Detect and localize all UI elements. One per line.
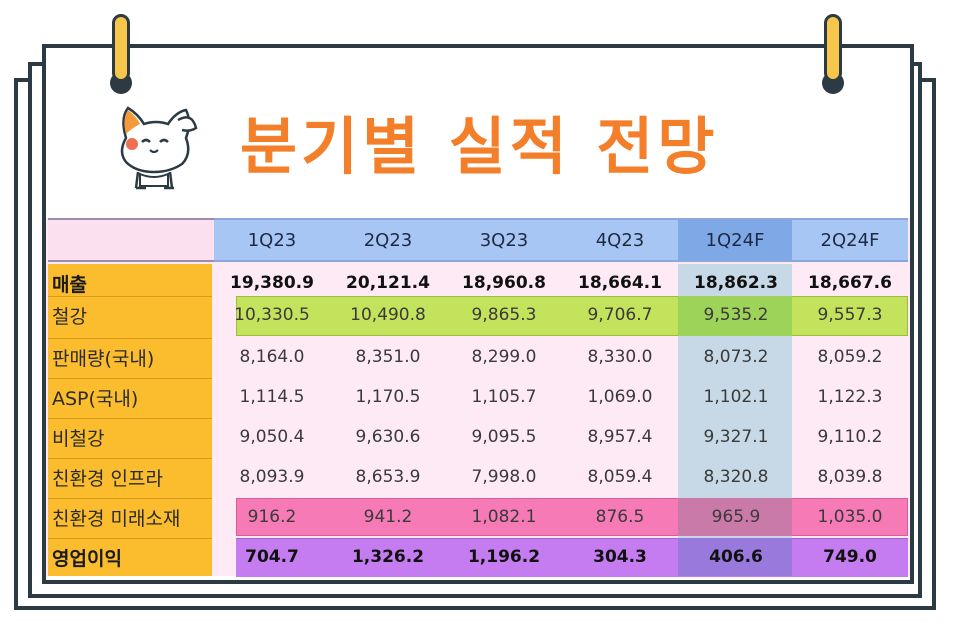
table-cell: 1,196.2: [467, 547, 541, 567]
table-cell: 1,114.5: [239, 387, 305, 407]
table-cell: 18,667.6: [808, 273, 892, 293]
table-cell: 9,630.6: [355, 427, 421, 447]
clip-right: [824, 14, 842, 82]
column-header-forecast: 2Q24F: [792, 218, 908, 262]
label-divider: [48, 418, 212, 419]
table-cell: 406.6: [709, 547, 763, 567]
column-header: 2Q23: [330, 218, 446, 262]
row-label: 친환경 미래소재: [52, 507, 181, 530]
future-materials-row-highlight-forecast: [678, 498, 792, 536]
steel-row-highlight: [236, 296, 908, 336]
table-cell: 8,351.0: [355, 347, 421, 367]
table-cell: 20,121.4: [346, 273, 430, 293]
table-row: ASP(국내) 1,114.5 1,170.5 1,105.7 1,069.0 1,102…: [46, 378, 910, 416]
row-label: ASP(국내): [52, 387, 139, 410]
table-cell: 18,960.8: [462, 273, 546, 293]
table-cell: 8,059.4: [587, 467, 653, 487]
table-cell: 10,490.8: [350, 305, 426, 325]
column-header: 3Q23: [446, 218, 562, 262]
cat-saluting-icon: [120, 106, 198, 190]
table-row: 철강 10,330.5 10,490.8 9,865.3 9,706.7 9,535.2 9…: [46, 296, 910, 334]
row-label: 철강: [52, 305, 87, 328]
table-cell: 1,105.7: [471, 387, 537, 407]
page-title: 분기별 실적 전망: [240, 110, 719, 183]
clip-left: [112, 14, 130, 82]
table-cell: 7,998.0: [471, 467, 537, 487]
table-cell: 8,330.0: [587, 347, 653, 367]
label-divider: [48, 338, 212, 339]
table-cell: 10,330.5: [234, 305, 310, 325]
table-cell: 1,069.0: [587, 387, 653, 407]
table-cell: 8,299.0: [471, 347, 537, 367]
table-cell: 8,653.9: [355, 467, 421, 487]
table-cell: 304.3: [593, 547, 647, 567]
label-divider: [48, 538, 212, 539]
steel-row-highlight-forecast: [678, 296, 792, 336]
table-row: 영업이익 704.7 1,326.2 1,196.2 304.3 406.6 749.0: [46, 538, 910, 576]
table-cell: 9,706.7: [587, 305, 653, 325]
label-divider: [48, 378, 212, 379]
table-cell: 1,082.1: [471, 507, 537, 527]
table-cell: 8,093.9: [239, 467, 305, 487]
table-cell: 9,557.3: [817, 305, 883, 325]
table-cell: 1,102.1: [703, 387, 769, 407]
table-row: 매출 19,380.9 20,121.4 18,960.8 18,664.1 18,862…: [46, 264, 910, 302]
column-header: 1Q23: [214, 218, 330, 262]
table-cell: 8,320.8: [703, 467, 769, 487]
table-header: 1Q23 2Q23 3Q23 4Q23 1Q24F 2Q24F: [46, 218, 910, 262]
table-cell: 8,164.0: [239, 347, 305, 367]
table-cell: 704.7: [245, 547, 299, 567]
table-cell: 876.5: [595, 507, 645, 527]
label-divider: [48, 296, 212, 297]
table-row: 판매량(국내) 8,164.0 8,351.0 8,299.0 8,330.0 8,073…: [46, 338, 910, 376]
table-cell: 9,535.2: [703, 305, 769, 325]
operating-income-row-highlight-forecast: [678, 538, 792, 576]
table-row: 친환경 인프라 8,093.9 8,653.9 7,998.0 8,059.4 8,320…: [46, 458, 910, 496]
row-label: 비철강: [52, 427, 105, 450]
table-cell: 18,862.3: [694, 273, 778, 293]
table-cell: 941.2: [363, 507, 413, 527]
label-divider: [48, 498, 212, 499]
table-cell: 1,326.2: [351, 547, 425, 567]
table-cell: 8,073.2: [703, 347, 769, 367]
table-cell: 1,122.3: [817, 387, 883, 407]
table-cell: 965.9: [711, 507, 761, 527]
row-label: 판매량(국내): [52, 347, 155, 370]
table-cell: 1,035.0: [817, 507, 883, 527]
table-cell: 9,095.5: [471, 427, 537, 447]
table-cell: 18,664.1: [578, 273, 662, 293]
table-cell: 916.2: [247, 507, 297, 527]
table-row: 친환경 미래소재 916.2 941.2 1,082.1 876.5 965.9 1,035…: [46, 498, 910, 536]
operating-income-row-highlight: [236, 538, 908, 577]
header-corner-cell: [48, 218, 214, 262]
table-cell: 749.0: [823, 547, 877, 567]
table-cell: 9,865.3: [471, 305, 537, 325]
row-label: 영업이익: [52, 547, 122, 570]
table-cell: 1,170.5: [355, 387, 421, 407]
table-cell: 9,110.2: [817, 427, 883, 447]
table-cell: 19,380.9: [230, 273, 314, 293]
row-label: 매출: [52, 273, 87, 296]
label-column-bg: [48, 264, 212, 576]
table-cell: 9,327.1: [703, 427, 769, 447]
results-table: 1Q23 2Q23 3Q23 4Q23 1Q24F 2Q24F 매출 19,380…: [46, 218, 910, 577]
row-label: 친환경 인프라: [52, 467, 163, 490]
column-header: 4Q23: [562, 218, 678, 262]
table-cell: 9,050.4: [239, 427, 305, 447]
table-row: 비철강 9,050.4 9,630.6 9,095.5 8,957.4 9,327.1 9,…: [46, 418, 910, 456]
future-materials-row-highlight: [236, 498, 908, 536]
table-cell: 8,957.4: [587, 427, 653, 447]
label-divider: [48, 458, 212, 459]
table-cell: 8,039.8: [817, 467, 883, 487]
table-cell: 8,059.2: [817, 347, 883, 367]
column-header-forecast: 1Q24F: [678, 218, 792, 262]
